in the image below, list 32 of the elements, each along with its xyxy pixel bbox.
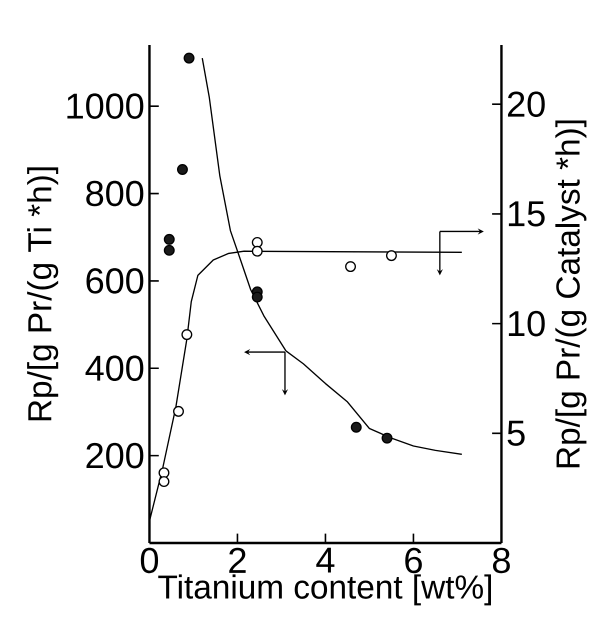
x-tick-label: 2: [229, 548, 246, 573]
y-axis-title: Rp/[g Pr/(g Ti *h)]: [27, 167, 58, 420]
point: [252, 236, 263, 248]
point: [382, 432, 393, 444]
point: [252, 292, 263, 303]
y2-axis-title: Rp/[g Pr/(g Catalyst *h)]: [555, 120, 586, 468]
point: [252, 246, 263, 257]
x-tick-label: 6: [405, 548, 422, 574]
y-tick-label: 400: [86, 356, 144, 382]
point: [181, 329, 192, 340]
x-tick-label: 0: [140, 548, 158, 574]
y-tick-label: 1000: [67, 93, 144, 119]
y2-tick-label: 20: [508, 91, 545, 117]
x-tick-label: 8: [493, 548, 510, 574]
x-tick-label: 4: [316, 548, 334, 572]
point: [184, 52, 195, 64]
point: [158, 476, 170, 488]
point: [345, 261, 356, 272]
y2-tick-label: 5: [508, 420, 525, 446]
point: [158, 467, 170, 478]
point: [164, 234, 175, 245]
point: [173, 406, 184, 417]
y2-tick-label: 10: [508, 310, 545, 336]
point: [177, 164, 188, 175]
y2-tick-label: 15: [508, 201, 545, 226]
point: [164, 244, 175, 256]
y-tick-label: 200: [86, 442, 144, 468]
y-tick-label: 600: [86, 268, 144, 294]
y-tick-label: 800: [86, 180, 144, 206]
point: [386, 250, 397, 262]
point: [350, 422, 362, 433]
x-axis-title: Titanium content [wt%]: [158, 574, 492, 606]
